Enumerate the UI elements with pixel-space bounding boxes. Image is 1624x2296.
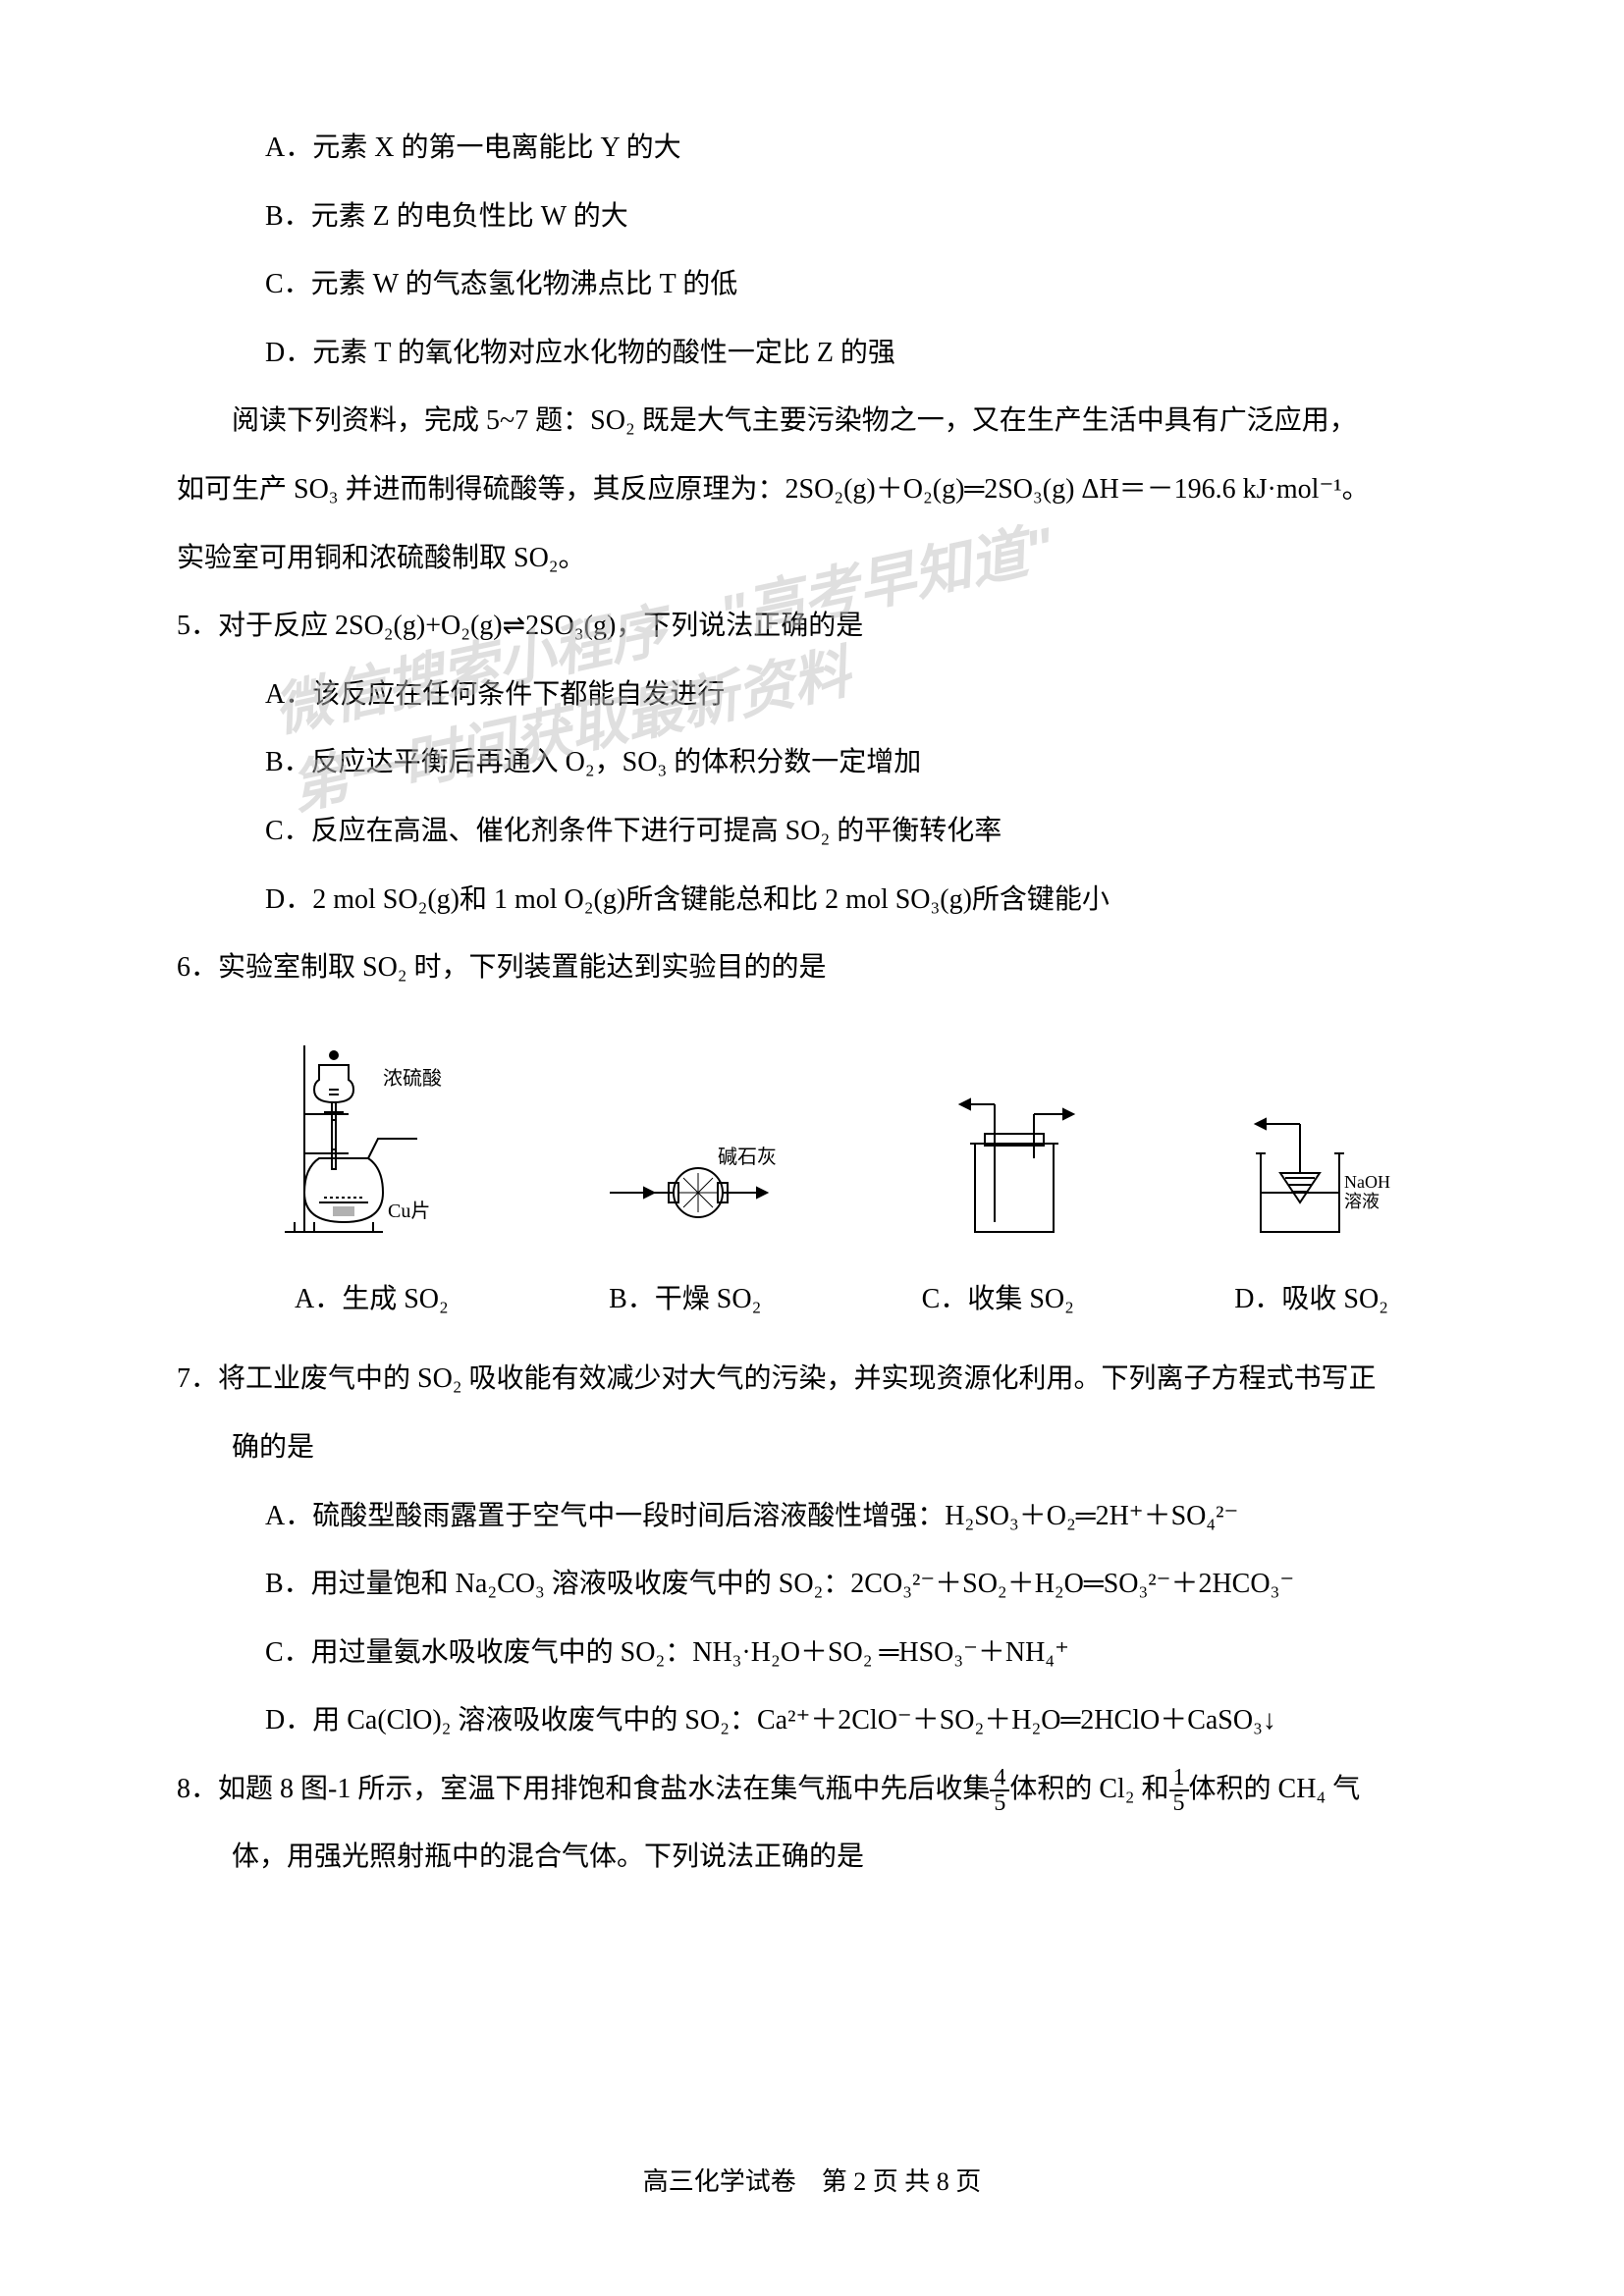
q4-option-c: C．元素 W 的气态氢化物沸点比 T 的低 [177,254,1447,315]
page-content: A．元素 X 的第一电离能比 Y 的大 B．元素 Z 的电负性比 W 的大 C．… [177,118,1447,1888]
q8-stem-line2: 体，用强光照射瓶中的混合气体。下列说法正确的是 [177,1827,1447,1888]
q7-option-b: B．用过量饱和 Na₂CO₃ 溶液吸收废气中的 SO₂：2CO₃²⁻＋SO₂＋H… [177,1554,1447,1615]
fraction-4-5: 45 [990,1766,1009,1815]
q8-stem-part3: 体积的 CH₄ 气 [1189,1774,1361,1804]
q6-label-a: A．生成 SO₂ [295,1269,449,1330]
q6-diagram-labels: A．生成 SO₂ B．干燥 SO₂ C．收集 SO₂ D．吸收 SO₂ [177,1269,1447,1330]
q7-option-c: C．用过量氨水吸收废气中的 SO₂：NH₃·H₂O＋SO₂ ═HSO₃⁻＋NH₄… [177,1623,1447,1683]
diagram-a-reagent-label: 浓硫酸 [383,1067,442,1090]
apparatus-a-icon: 浓硫酸 Cu片 [265,1026,461,1242]
q4-option-b: B．元素 Z 的电负性比 W 的大 [177,187,1447,247]
diagram-d-reagent-label-2: 溶液 [1344,1192,1380,1211]
q5-stem: 5．对于反应 2SO₂(g)+O₂(g)⇌2SO₃(g)，下列说法正确的是 [177,596,1447,657]
q5-option-a: A．该反应在任何条件下都能自发进行 [177,665,1447,725]
q6-diagram-c [936,1095,1093,1252]
q8-stem-part1: 8．如题 8 图-1 所示，室温下用排饱和食盐水法在集气瓶中先后收集 [177,1774,990,1804]
q8-stem-part2: 体积的 Cl₂ 和 [1009,1774,1168,1804]
page-footer: 高三化学试卷 第 2 页 共 8 页 [0,2162,1624,2198]
q6-stem: 6．实验室制取 SO₂ 时，下列装置能达到实验目的的是 [177,937,1447,998]
q7-stem-line2: 确的是 [177,1417,1447,1478]
q5-option-c: C．反应在高温、催化剂条件下进行可提高 SO₂ 的平衡转化率 [177,801,1447,862]
q4-option-d: D．元素 T 的氧化物对应水化物的酸性一定比 Z 的强 [177,323,1447,384]
q6-diagram-d: NaOH 溶液 [1231,1095,1408,1252]
q5-option-d: D．2 mol SO₂(g)和 1 mol O₂(g)所含键能总和比 2 mol… [177,870,1447,931]
q6-label-c: C．收集 SO₂ [922,1269,1074,1330]
q7-option-d: D．用 Ca(ClO)₂ 溶液吸收废气中的 SO₂：Ca²⁺＋2ClO⁻＋SO₂… [177,1690,1447,1751]
apparatus-c-icon [936,1095,1093,1242]
q8-stem-line1: 8．如题 8 图-1 所示，室温下用排饱和食盐水法在集气瓶中先后收集45体积的 … [177,1759,1447,1820]
q6-diagram-a: 浓硫酸 Cu片 [265,1026,461,1252]
q7-stem-line1: 7．将工业废气中的 SO₂ 吸收能有效减少对大气的污染，并实现资源化利用。下列离… [177,1349,1447,1410]
diagram-a-solid-label: Cu片 [388,1200,430,1222]
reading-material-line2: 如可生产 SO₃ 并进而制得硫酸等，其反应原理为：2SO₂(g)＋O₂(g)═2… [177,459,1447,520]
reading-material-line1: 阅读下列资料，完成 5~7 题：SO₂ 既是大气主要污染物之一，又在生产生活中具… [177,391,1447,452]
q5-option-b: B．反应达平衡后再通入 O₂，SO₃ 的体积分数一定增加 [177,732,1447,793]
q7-option-a: A．硫酸型酸雨露置于空气中一段时间后溶液酸性增强：H₂SO₃＋O₂═2H⁺＋SO… [177,1486,1447,1547]
q6-diagram-row: 浓硫酸 Cu片 碱 [177,1006,1447,1261]
reading-material-line3: 实验室可用铜和浓硫酸制取 SO₂。 [177,528,1447,589]
q6-label-d: D．吸收 SO₂ [1234,1269,1388,1330]
fraction-1-5: 15 [1169,1766,1189,1815]
apparatus-d-icon: NaOH 溶液 [1231,1095,1408,1242]
q6-diagram-b: 碱石灰 [600,1124,796,1252]
diagram-b-reagent-label: 碱石灰 [718,1146,777,1168]
apparatus-b-icon: 碱石灰 [600,1124,796,1242]
q4-option-a: A．元素 X 的第一电离能比 Y 的大 [177,118,1447,179]
diagram-d-reagent-label-1: NaOH [1344,1172,1390,1192]
q6-label-b: B．干燥 SO₂ [609,1269,761,1330]
